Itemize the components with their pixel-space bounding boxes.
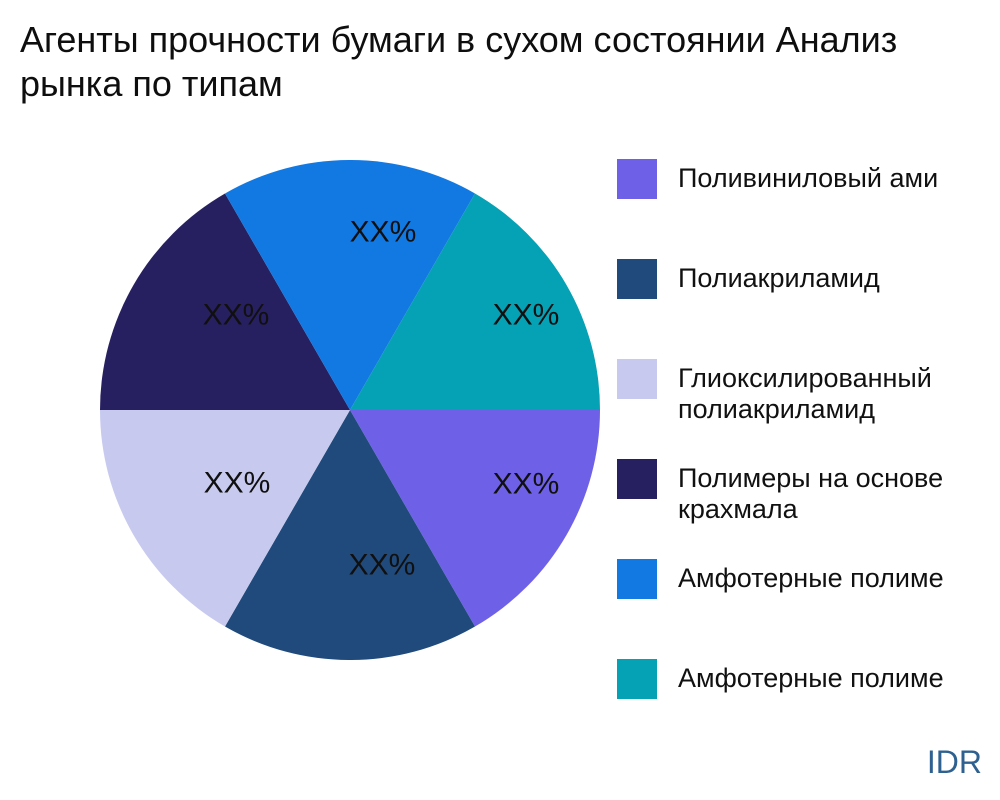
- chart-legend: Поливиниловый ами Полиакриламид Глиоксил…: [617, 0, 1000, 800]
- pie-chart: XX% XX% XX% XX% XX% XX%: [100, 160, 600, 660]
- pie-slice: [350, 410, 600, 627]
- pie-slice: [225, 410, 475, 660]
- legend-label: Полимеры на основе крахмала: [678, 463, 944, 524]
- pie-slice: [350, 193, 600, 410]
- pie-slice-label: XX%: [204, 467, 271, 500]
- pie-slice: [100, 193, 350, 410]
- legend-swatch: [617, 459, 657, 499]
- legend-item: Поливиниловый ами: [617, 159, 938, 199]
- pie-slice-label: XX%: [493, 468, 560, 501]
- pie-slice-label: XX%: [493, 299, 560, 332]
- legend-label: Глиоксилированный полиакриламид: [678, 363, 932, 424]
- legend-label: Амфотерные полиме: [678, 663, 944, 693]
- pie-chart-svg: XX% XX% XX% XX% XX% XX%: [100, 160, 600, 660]
- pie-slice-label: XX%: [203, 299, 270, 332]
- legend-item: Полимеры на основе крахмала: [617, 459, 943, 525]
- legend-label: Амфотерные полиме: [678, 563, 944, 593]
- legend-swatch: [617, 359, 657, 399]
- legend-item: Амфотерные полиме: [617, 559, 944, 599]
- pie-slice: [100, 410, 350, 627]
- page-title: Агенты прочности бумаги в сухом состояни…: [20, 19, 898, 104]
- legend-swatch: [617, 159, 657, 199]
- legend-label: Полиакриламид: [678, 263, 880, 293]
- legend-swatch: [617, 259, 657, 299]
- legend-label: Поливиниловый ами: [678, 163, 939, 193]
- legend-swatch: [617, 559, 657, 599]
- legend-item: Полиакриламид: [617, 259, 880, 299]
- pie-slice: [225, 160, 475, 410]
- legend-item: Амфотерные полиме: [617, 659, 944, 699]
- legend-item: Глиоксилированный полиакриламид: [617, 359, 932, 425]
- legend-swatch: [617, 659, 657, 699]
- pie-slice-label: XX%: [349, 549, 416, 582]
- idr-watermark: IDR: [926, 744, 982, 780]
- pie-slice-label: XX%: [350, 216, 417, 249]
